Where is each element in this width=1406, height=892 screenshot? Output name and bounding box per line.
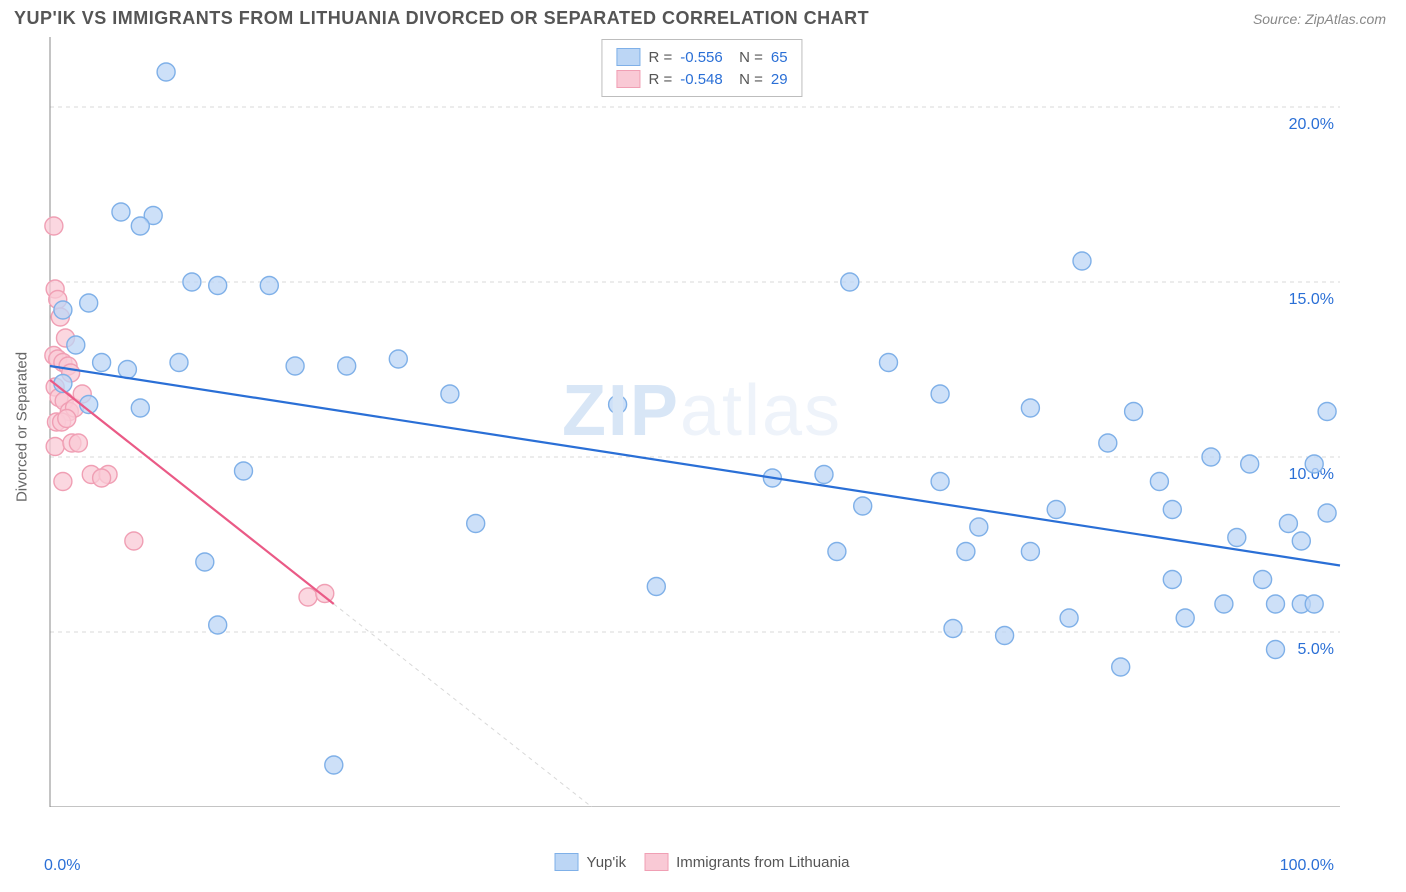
data-point [996, 627, 1014, 645]
data-point [54, 473, 72, 491]
legend-n-value: 29 [771, 71, 788, 88]
data-point [944, 620, 962, 638]
data-point [854, 497, 872, 515]
data-point [1150, 473, 1168, 491]
legend-label: Yup'ik [587, 854, 627, 871]
correlation-legend: R = -0.556 N = 65R = -0.548 N = 29 [601, 39, 802, 97]
data-point [1099, 434, 1117, 452]
plot-area: Divorced or Separated 5.0%10.0%15.0%20.0… [14, 37, 1390, 817]
data-point [67, 336, 85, 354]
data-point [183, 273, 201, 291]
data-point [45, 217, 63, 235]
data-point [1305, 455, 1323, 473]
data-point [125, 532, 143, 550]
data-point [1254, 571, 1272, 589]
legend-swatch [555, 853, 579, 871]
data-point [69, 434, 87, 452]
legend-swatch [616, 70, 640, 88]
chart-title: YUP'IK VS IMMIGRANTS FROM LITHUANIA DIVO… [14, 8, 869, 29]
data-point [389, 350, 407, 368]
data-point [957, 543, 975, 561]
data-point [1202, 448, 1220, 466]
data-point [1060, 609, 1078, 627]
x-axis-max-label: 100.0% [1280, 857, 1334, 875]
data-point [1279, 515, 1297, 533]
y-tick-label: 20.0% [1289, 116, 1334, 133]
data-point [1228, 529, 1246, 547]
data-point [209, 616, 227, 634]
data-point [931, 473, 949, 491]
data-point [1112, 658, 1130, 676]
data-point [58, 410, 76, 428]
legend-item: Immigrants from Lithuania [644, 853, 849, 871]
data-point [235, 462, 253, 480]
legend-r-value: -0.556 [680, 49, 723, 66]
legend-row: R = -0.556 N = 65 [616, 46, 787, 68]
data-point [1125, 403, 1143, 421]
data-point [828, 543, 846, 561]
data-point [1241, 455, 1259, 473]
legend-r-value: -0.548 [680, 71, 723, 88]
data-point [131, 399, 149, 417]
data-point [1318, 504, 1336, 522]
data-point [1021, 399, 1039, 417]
data-point [841, 273, 859, 291]
legend-row: R = -0.548 N = 29 [616, 68, 787, 90]
data-point [1176, 609, 1194, 627]
data-point [1163, 571, 1181, 589]
data-point [118, 361, 136, 379]
y-tick-label: 5.0% [1298, 641, 1334, 658]
data-point [970, 518, 988, 536]
legend-label: Immigrants from Lithuania [676, 854, 849, 871]
data-point [1267, 595, 1285, 613]
data-point [1021, 543, 1039, 561]
x-axis-min-label: 0.0% [44, 857, 80, 875]
data-point [316, 585, 334, 603]
data-point [325, 756, 343, 774]
data-point [46, 438, 64, 456]
data-point [1047, 501, 1065, 519]
data-point [131, 217, 149, 235]
data-point [647, 578, 665, 596]
data-point [1163, 501, 1181, 519]
data-point [467, 515, 485, 533]
data-point [1318, 403, 1336, 421]
data-point [260, 277, 278, 295]
data-point [157, 63, 175, 81]
data-point [112, 203, 130, 221]
data-point [93, 469, 111, 487]
data-point [54, 301, 72, 319]
trend-line-extrapolated [334, 604, 592, 807]
data-point [286, 357, 304, 375]
legend-swatch [644, 853, 668, 871]
data-point [441, 385, 459, 403]
source-credit: Source: ZipAtlas.com [1253, 11, 1386, 27]
legend-n-value: 65 [771, 49, 788, 66]
y-axis-label: Divorced or Separated [14, 352, 31, 502]
scatter-chart: 5.0%10.0%15.0%20.0% [14, 37, 1354, 807]
data-point [1292, 532, 1310, 550]
data-point [931, 385, 949, 403]
data-point [1267, 641, 1285, 659]
series-legend: Yup'ik Immigrants from Lithuania [555, 853, 850, 871]
data-point [1073, 252, 1091, 270]
data-point [338, 357, 356, 375]
data-point [299, 588, 317, 606]
data-point [1305, 595, 1323, 613]
data-point [609, 396, 627, 414]
data-point [1215, 595, 1233, 613]
legend-item: Yup'ik [555, 853, 627, 871]
legend-swatch [616, 48, 640, 66]
header: YUP'IK VS IMMIGRANTS FROM LITHUANIA DIVO… [0, 0, 1406, 33]
source-link[interactable]: ZipAtlas.com [1305, 11, 1386, 27]
data-point [815, 466, 833, 484]
data-point [93, 354, 111, 372]
data-point [196, 553, 214, 571]
data-point [80, 294, 98, 312]
data-point [209, 277, 227, 295]
y-tick-label: 15.0% [1289, 291, 1334, 308]
data-point [880, 354, 898, 372]
data-point [170, 354, 188, 372]
trend-line [50, 380, 334, 604]
